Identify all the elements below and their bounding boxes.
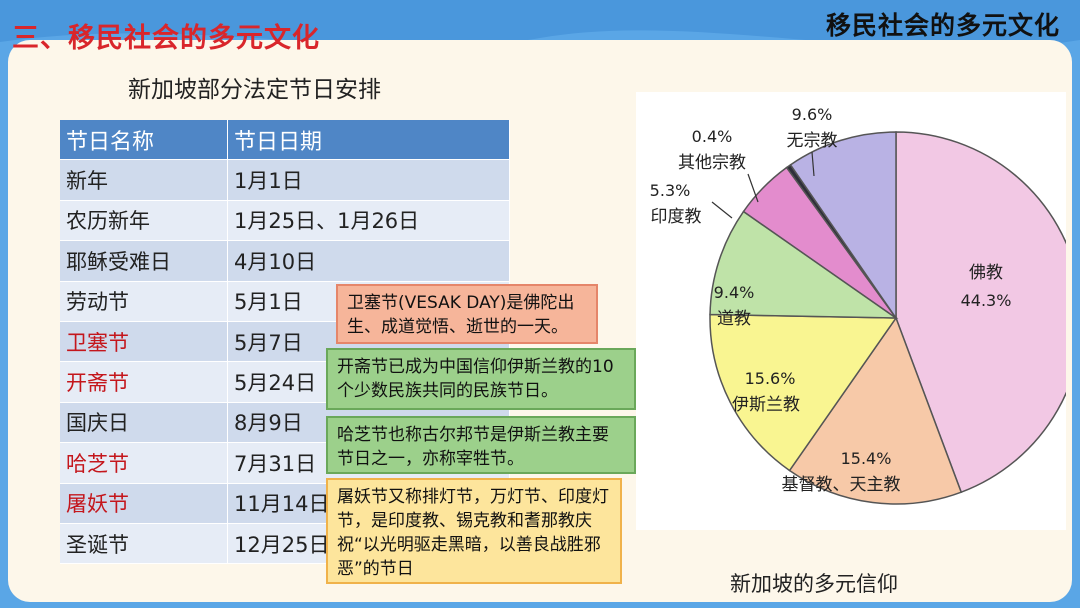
pie-slice [789, 131, 897, 321]
note-eid-fitr: 开斋节已成为中国信仰伊斯兰教的10个少数民族共同的民族节日。 [326, 348, 636, 410]
holiday-name-cell: 耶稣受难日 [60, 240, 228, 282]
pie-slice [709, 313, 898, 472]
pie-category-label: 无宗教 [787, 131, 838, 151]
note-deepavali: 屠妖节又称排灯节，万灯节、印度灯节，是印度教、锡克教和耆那教庆祝“以光明驱走黑暗… [326, 478, 622, 584]
pie-chart-panel: 44.3% 佛教 15.4% 基督教、天主教 15.6% 伊斯兰教 9.4% 道教 5.3% 印度… [636, 92, 1080, 530]
corner-title: 移民社会的多元文化 [825, 11, 1060, 40]
chart-caption: 新加坡的多元信仰 [730, 572, 898, 596]
pie-value-label: 44.3% [961, 291, 1012, 310]
header-holiday-date: 节日日期 [227, 120, 510, 161]
holiday-name-cell: 圣诞节 [60, 523, 228, 565]
pie-value-label: 15.4% [841, 449, 892, 468]
note-vesak: 卫塞节(VESAK DAY)是佛陀出生、成道觉悟、逝世的一天。 [336, 284, 598, 344]
header-holiday-name: 节日名称 [60, 120, 228, 161]
holiday-date-cell: 1月1日 [227, 159, 510, 201]
top-wave-decoration [0, 0, 1080, 49]
pie-slice [788, 316, 963, 505]
holiday-name-cell: 哈芝节 [60, 442, 228, 484]
pie-leader-line [711, 201, 733, 219]
pie-value-label: 15.6% [745, 369, 796, 388]
pie-leader-line [747, 173, 759, 203]
holiday-name-cell: 劳动节 [60, 281, 228, 322]
pie-value-label: 9.4% [714, 283, 755, 302]
religion-pie-chart: 44.3% 佛教 15.4% 基督教、天主教 15.6% 伊斯兰教 9.4% 道教 5.3% 印度… [650, 105, 1080, 505]
pie-category-label: 其他宗教 [678, 153, 746, 173]
pie-leader-line [811, 151, 815, 177]
holiday-name-cell: 开斋节 [60, 361, 228, 403]
pie-category-label: 佛教 [969, 263, 1003, 283]
holiday-name-cell: 新年 [60, 159, 228, 201]
pie-value-label: 9.6% [792, 105, 833, 124]
holiday-name-cell: 屠妖节 [60, 483, 228, 524]
holiday-date-cell: 1月25日、1月26日 [227, 200, 510, 242]
table-header-row: 节日名称 节日日期 [60, 120, 510, 161]
section-title: 三、移民社会的多元文化 [12, 23, 320, 54]
holiday-name-cell: 农历新年 [60, 200, 228, 242]
holiday-name-cell: 国庆日 [60, 402, 228, 444]
holiday-name-cell: 卫塞节 [60, 321, 228, 363]
holiday-date-cell: 4月10日 [227, 240, 510, 282]
pie-category-label: 伊斯兰教 [732, 395, 800, 415]
pie-category-label: 道教 [717, 309, 751, 329]
table-row: 耶稣受难日 4月10日 [60, 240, 510, 282]
note-eid-adha: 哈芝节也称古尔邦节是伊斯兰教主要节日之一，亦称宰牲节。 [326, 416, 636, 474]
table-caption: 新加坡部分法定节日安排 [128, 77, 381, 103]
pie-value-label: 5.3% [650, 181, 691, 200]
table-row: 农历新年 1月25日、1月26日 [60, 200, 510, 242]
pie-value-label: 0.4% [692, 127, 733, 146]
pie-slice [709, 210, 899, 319]
pie-category-label: 印度教 [651, 207, 702, 227]
pie-category-label: 基督教、天主教 [782, 475, 901, 495]
table-row: 新年 1月1日 [60, 159, 510, 201]
